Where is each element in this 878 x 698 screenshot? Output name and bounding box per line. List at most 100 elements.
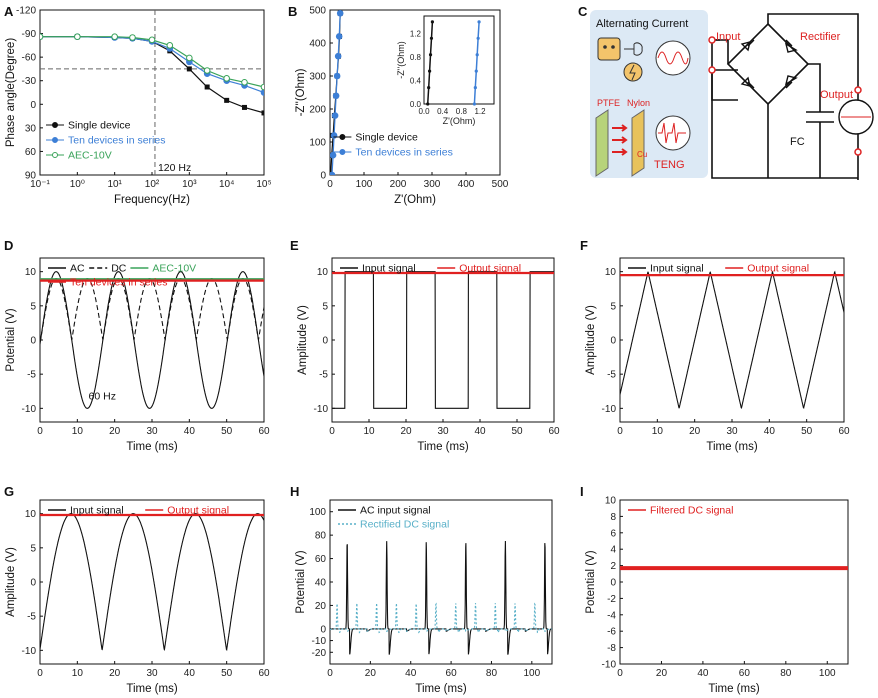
- plot-frame: [619, 499, 849, 665]
- y-tick-label: 300: [309, 72, 326, 83]
- chart-i: I 0 20 40 60 80 100 -10 -8 -6 -4 -2 0 2 4 6 8 10 Time (ms)…: [580, 484, 849, 695]
- inset-data-point: [476, 36, 480, 40]
- plot-area: [330, 10, 344, 175]
- data-point: [335, 33, 343, 40]
- x-tick-label: 40: [184, 668, 196, 679]
- x-tick-label: 80: [780, 668, 792, 679]
- y-tick-label: 0: [30, 100, 36, 111]
- y-tick-label: -10: [602, 660, 617, 671]
- panel-c-circuit-diagram: C Alternating Current PTFE Nylon Cu TENG: [578, 4, 874, 180]
- x-tick-label: 0: [329, 426, 335, 437]
- data-point: [336, 10, 344, 17]
- chart-d: D 0 10 20 30 40 50 60 -10 -5 0 5 10 Time (ms) Potentia…: [4, 238, 270, 453]
- x-tick-label: 30: [146, 668, 158, 679]
- circuit-wire: [808, 63, 821, 112]
- chart-a: A 10⁻¹ 10⁰ 10¹ 10² 10³ 10⁴ 10⁵ -120 -90 -60 -30 0 30 6…: [4, 4, 272, 206]
- x-tick-label: 200: [390, 179, 407, 190]
- x-tick-label: 50: [221, 668, 233, 679]
- input-terminal: [708, 66, 716, 74]
- plot-area: [330, 540, 552, 655]
- annotation-text: 60 Hz: [89, 390, 116, 402]
- y-tick-label: 5: [322, 301, 328, 312]
- x-tick-label: 60: [258, 668, 270, 679]
- panel-label-h: H: [290, 484, 299, 499]
- x-tick-label: 10¹: [107, 179, 122, 190]
- cu-label: Cu: [637, 150, 647, 159]
- spike-wave-curve: [658, 122, 686, 144]
- inset-chart: 0.0 0.4 0.8 1.20.00.40.81.2Z'(Ohm)-Z''(Ohm): [396, 15, 495, 126]
- y-tick-label: 40: [315, 578, 327, 589]
- panel-label-g: G: [4, 484, 14, 499]
- x-tick-label: 10: [652, 426, 664, 437]
- data-point: [260, 89, 264, 96]
- panel-label-i: I: [580, 484, 584, 499]
- legend-label: AEC-10V: [68, 150, 112, 162]
- x-tick-label: 60: [838, 426, 850, 437]
- x-tick-label: 500: [492, 179, 509, 190]
- y-tick-label: -5: [607, 370, 616, 381]
- plot-area: [332, 271, 554, 409]
- y-tick-label: 0: [610, 578, 616, 589]
- x-axis-label: Frequency(Hz): [114, 194, 190, 206]
- y-tick-label: 0: [610, 336, 616, 347]
- y-tick-label: 10: [25, 509, 37, 520]
- legend-label: Ten devices in series: [70, 277, 167, 289]
- inset-y-tick-label: 0.8: [410, 53, 422, 62]
- x-tick-label: 20: [109, 668, 121, 679]
- inset-data-point: [427, 85, 431, 90]
- plot-area: [620, 270, 844, 409]
- y-tick-label: 6: [610, 528, 616, 539]
- x-tick-label: 300: [424, 179, 441, 190]
- inset-series-line: [426, 21, 434, 105]
- plot-area: [40, 271, 264, 409]
- y-tick-label: -5: [27, 612, 36, 623]
- legend-label: Input signal: [362, 263, 416, 275]
- socket-icon: [597, 37, 621, 61]
- y-tick-label: -10: [22, 404, 37, 415]
- legend-marker: [339, 134, 346, 140]
- x-tick-label: 60: [548, 426, 560, 437]
- lightning-bolt-icon: [629, 64, 636, 81]
- y-tick-label: 100: [309, 138, 326, 149]
- data-point: [186, 66, 192, 72]
- x-tick-label: 0: [617, 668, 623, 679]
- plot-frame: [39, 499, 265, 665]
- data-point: [241, 104, 247, 110]
- y-tick-label: -10: [312, 636, 327, 647]
- x-tick-label: 10: [72, 668, 84, 679]
- inset-data-point: [430, 20, 434, 24]
- data-point: [241, 78, 248, 86]
- legend-label: AC input signal: [360, 505, 431, 517]
- chart-f: F 0 10 20 30 40 50 60 -10 -5 0 5 10 Time (ms) Amplitud…: [580, 238, 850, 453]
- x-tick-label: 50: [511, 426, 523, 437]
- y-tick-label: 2: [610, 561, 616, 572]
- x-tick-label: 40: [405, 668, 417, 679]
- x-axis-label: Z'(Ohm): [394, 194, 436, 206]
- y-tick-label: 0: [322, 336, 328, 347]
- y-tick-label: -90: [22, 29, 37, 40]
- y-tick-label: -10: [602, 404, 617, 415]
- y-axis-label: Potential (V): [295, 550, 307, 613]
- legend-label: Single device: [355, 132, 418, 144]
- inset-x-tick-label: 0.0: [418, 107, 430, 116]
- x-tick-label: 10⁵: [256, 179, 271, 190]
- x-tick-label: 10: [363, 426, 375, 437]
- filter-capacitor: [806, 111, 834, 178]
- y-tick-label: 0: [30, 336, 36, 347]
- chart-g: G 0 10 20 30 40 50 60 -10 -5 0 5 10 Time (ms) Amplitud…: [4, 484, 270, 695]
- rectifier-label: Rectifier: [800, 31, 841, 43]
- diode-icons: [740, 39, 798, 89]
- chart-b: B 0 100 200 300 400 500 0 100 200 300 400 500 Z'(Ohm)…: [288, 4, 509, 206]
- inset-data-point: [429, 36, 434, 40]
- annotation-text: 120 Hz: [158, 162, 191, 174]
- y-tick-label: 0: [320, 624, 326, 635]
- x-tick-label: 60: [258, 426, 270, 437]
- y-tick-label: -60: [22, 53, 37, 64]
- data-point: [186, 54, 193, 62]
- legend-label: Input signal: [70, 505, 124, 517]
- x-tick-label: 20: [400, 426, 412, 437]
- inset-y-tick-label: 0.0: [410, 100, 422, 109]
- panel-label-f: F: [580, 238, 588, 253]
- circuit-wire: [712, 40, 858, 178]
- input-label: Input: [716, 31, 740, 43]
